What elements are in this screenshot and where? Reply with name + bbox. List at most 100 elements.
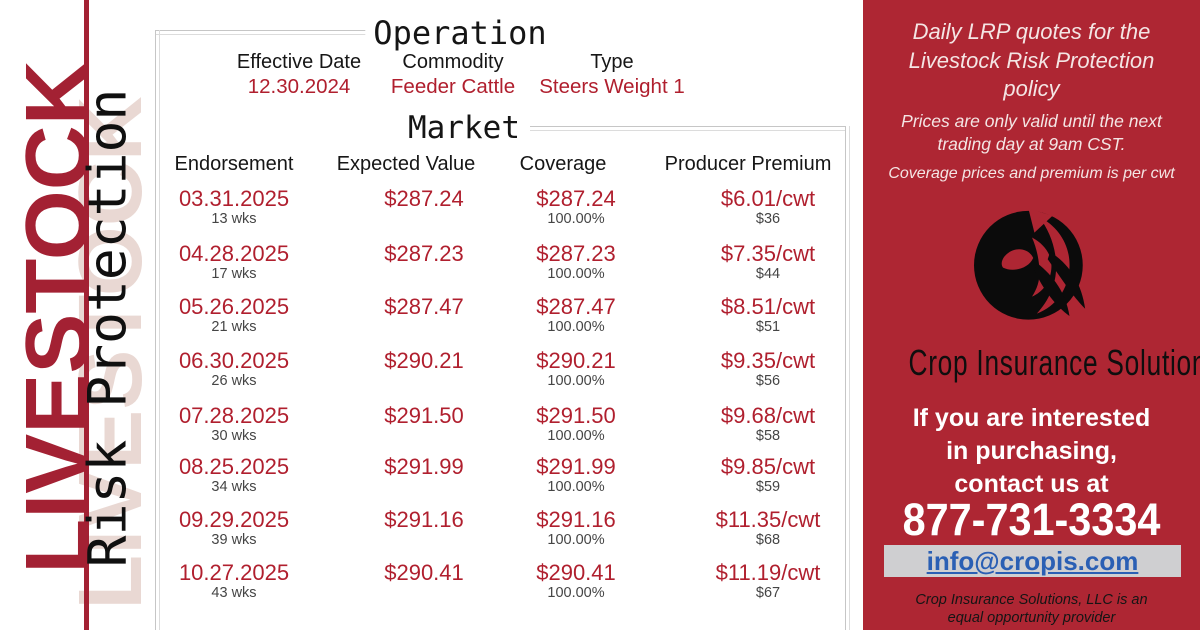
weeks-label: 39 wks — [211, 532, 257, 548]
coverage-cell: $287.47 100.00% — [536, 294, 616, 335]
weeks-label: 43 wks — [211, 585, 257, 601]
sidebar-heading: Daily LRP quotes for the Livestock Risk … — [863, 18, 1200, 104]
table-row: 09.29.2025 39 wks $291.16 $291.16 100.00% … — [0, 507, 860, 557]
premium-cell: $6.01/cwt $36 — [721, 186, 815, 227]
expected-value: $290.21 — [384, 348, 464, 373]
premium-cell: $11.35/cwt $68 — [716, 507, 821, 548]
premium-per-cwt: $8.51/cwt — [720, 294, 816, 319]
premium-per-cwt: $9.35/cwt — [720, 348, 816, 373]
operation-border-line — [156, 30, 370, 35]
operation-field-type: Type Steers Weight 1 — [539, 51, 684, 99]
expected-value: $290.41 — [384, 560, 464, 585]
coverage-value: $291.99 — [536, 454, 616, 479]
endorsement-date: 09.29.2025 — [178, 507, 290, 532]
endorsement-cell: 06.30.2025 26 wks — [179, 348, 289, 389]
endorsement-cell: 03.31.2025 13 wks — [179, 186, 289, 227]
premium-total: $51 — [755, 319, 781, 335]
unit-note: Coverage prices and premium is per cwt — [888, 165, 1175, 182]
expected-value: $287.23 — [384, 241, 464, 266]
expected-value-cell: $287.47 — [384, 294, 464, 319]
cta-text: If you are interested in purchasing, con… — [863, 402, 1200, 501]
endorsement-cell: 10.27.2025 43 wks — [179, 560, 289, 601]
coverage-cell: $290.41 100.00% — [536, 560, 616, 601]
email-bar: info@cropis.com — [884, 545, 1181, 577]
coverage-cell: $291.50 100.00% — [536, 403, 616, 444]
table-row: 10.27.2025 43 wks $290.41 $290.41 100.00% … — [0, 560, 860, 610]
coverage-cell: $291.16 100.00% — [536, 507, 616, 548]
validity-note: Prices are only valid until the next tra… — [863, 110, 1200, 156]
endorsement-date: 03.31.2025 — [178, 186, 290, 211]
premium-total: $67 — [755, 585, 781, 601]
premium-cell: $9.35/cwt $56 — [721, 348, 815, 389]
banner-divider-line — [84, 0, 89, 630]
premium-total: $44 — [755, 266, 781, 282]
endorsement-date: 07.28.2025 — [178, 403, 290, 428]
coverage-value: $291.16 — [536, 507, 616, 532]
endorsement-cell: 07.28.2025 30 wks — [179, 403, 289, 444]
coverage-value: $290.41 — [536, 560, 616, 585]
expected-value-cell: $287.23 — [384, 241, 464, 266]
expected-value-cell: $291.16 — [384, 507, 464, 532]
expected-value-cell: $290.21 — [384, 348, 464, 373]
footer-disclaimer: Crop Insurance Solutions, LLC is an equa… — [863, 592, 1200, 627]
premium-total: $56 — [755, 373, 781, 389]
endorsement-date: 06.30.2025 — [178, 348, 290, 373]
endorsement-cell: 05.26.2025 21 wks — [179, 294, 289, 335]
field-label: Type — [590, 51, 634, 73]
validity-line: Prices are only valid until the next — [901, 111, 1162, 131]
coverage-percent: 100.00% — [547, 266, 605, 282]
heading-line: policy — [1003, 76, 1060, 101]
premium-per-cwt: $6.01/cwt — [720, 186, 816, 211]
field-label: Commodity — [402, 51, 504, 73]
expected-value: $291.16 — [384, 507, 464, 532]
contact-sidebar: Daily LRP quotes for the Livestock Risk … — [863, 0, 1200, 630]
premium-total: $58 — [755, 428, 781, 444]
operation-field-commodity: Commodity Feeder Cattle — [391, 51, 515, 99]
table-row: 04.28.2025 17 wks $287.23 $287.23 100.00% … — [0, 241, 860, 291]
coverage-value: $287.24 — [536, 186, 616, 211]
premium-per-cwt: $9.85/cwt — [720, 454, 816, 479]
endorsement-cell: 08.25.2025 34 wks — [179, 454, 289, 495]
market-border-line — [530, 126, 845, 131]
coverage-value: $287.47 — [536, 294, 616, 319]
expected-value-cell: $291.99 — [384, 454, 464, 479]
weeks-label: 30 wks — [211, 428, 257, 444]
logo-wordmark: Crop Insurance Solutions — [908, 342, 1200, 383]
footer-line: Crop Insurance Solutions, LLC is an — [915, 592, 1148, 608]
coverage-percent: 100.00% — [547, 428, 605, 444]
footer-line: equal opportunity provider — [947, 609, 1116, 626]
coverage-percent: 100.00% — [547, 479, 605, 495]
coverage-percent: 100.00% — [547, 585, 605, 601]
field-label: Effective Date — [236, 51, 362, 73]
endorsement-date: 08.25.2025 — [178, 454, 290, 479]
weeks-label: 13 wks — [211, 211, 257, 227]
coverage-percent: 100.00% — [547, 211, 605, 227]
coverage-percent: 100.00% — [547, 319, 605, 335]
heading-line: Daily LRP quotes for the — [912, 19, 1151, 44]
premium-total: $59 — [755, 479, 781, 495]
email-link[interactable]: info@cropis.com — [926, 546, 1139, 576]
coverage-cell: $291.99 100.00% — [536, 454, 616, 495]
expected-value-cell: $290.41 — [384, 560, 464, 585]
cta-line: contact us at — [954, 470, 1109, 498]
crop-insurance-swirl-icon — [973, 208, 1085, 320]
panel-border-left — [155, 30, 160, 630]
field-value: Feeder Cattle — [390, 75, 516, 98]
endorsement-date: 05.26.2025 — [178, 294, 290, 319]
validity-line: trading day at 9am CST. — [937, 134, 1126, 154]
coverage-cell: $287.23 100.00% — [536, 241, 616, 282]
coverage-percent: 100.00% — [547, 373, 605, 389]
panel-border-right — [845, 126, 850, 630]
premium-cell: $7.35/cwt $44 — [721, 241, 815, 282]
expected-value: $287.24 — [384, 186, 464, 211]
expected-value-cell: $291.50 — [384, 403, 464, 428]
column-header-expected-value: Expected Value — [336, 153, 476, 175]
premium-cell: $9.85/cwt $59 — [721, 454, 815, 495]
column-header-endorsement: Endorsement — [174, 153, 294, 175]
premium-per-cwt: $11.35/cwt — [715, 507, 821, 532]
column-header-coverage: Coverage — [519, 153, 607, 175]
phone-number: 877-731-3334 — [902, 494, 1161, 545]
endorsement-cell: 09.29.2025 39 wks — [179, 507, 289, 548]
premium-cell: $9.68/cwt $58 — [721, 403, 815, 444]
